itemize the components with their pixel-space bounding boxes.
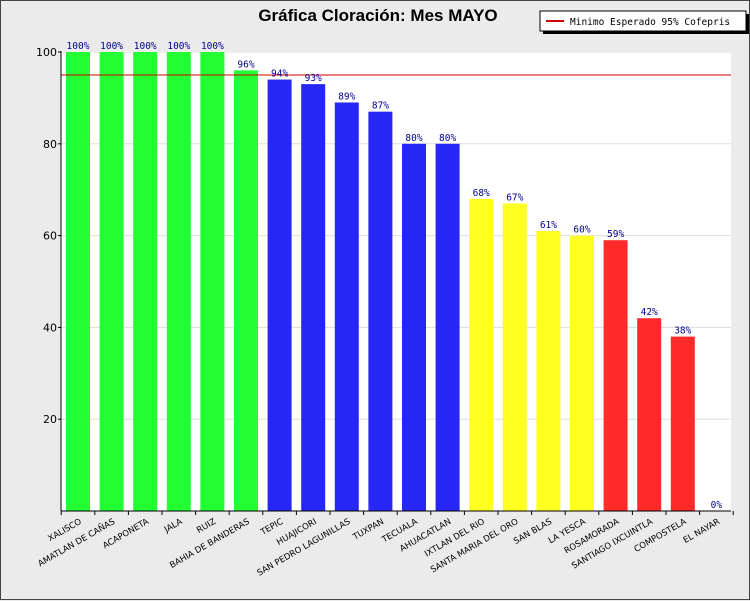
bar [603, 240, 628, 511]
category-label: JALA [162, 517, 184, 536]
chart-title: Gráfica Cloración: Mes MAYO [258, 6, 497, 25]
bar [670, 336, 695, 511]
data-label: 68% [473, 188, 490, 199]
bar [267, 79, 292, 511]
bar [570, 235, 594, 511]
data-label: 89% [338, 91, 355, 102]
data-label: 67% [506, 192, 523, 203]
data-label: 100% [201, 41, 224, 52]
y-tick-label: 100 [36, 46, 57, 59]
data-label: 100% [100, 41, 123, 52]
data-label: 100% [67, 41, 90, 52]
data-label: 80% [439, 133, 456, 144]
axes [58, 51, 734, 515]
category-label: EL NAYAR [682, 517, 722, 546]
bar [402, 143, 426, 512]
bar [502, 203, 527, 511]
y-tick-label: 80 [43, 138, 57, 151]
data-label: 61% [540, 220, 557, 231]
y-tick-label: 60 [43, 230, 57, 243]
data-labels: 100% 100% 100% 100% 100% 96% 94% 93% 89% 87% 80% 80… [67, 41, 723, 511]
bar [637, 318, 662, 511]
bar [66, 52, 90, 511]
legend: Minimo Esperado 95% Cofepris [539, 10, 749, 34]
data-label: 94% [271, 69, 288, 80]
legend-box [539, 10, 747, 32]
data-label: 93% [305, 73, 322, 84]
bar [99, 52, 124, 511]
legend-label: Minimo Esperado 95% Cofepris [570, 17, 730, 28]
data-label: 87% [372, 101, 389, 112]
bar [234, 70, 258, 512]
data-label: 60% [573, 225, 590, 236]
plot-area [61, 51, 731, 511]
data-label: 96% [237, 59, 254, 70]
bar [536, 231, 561, 511]
bar [368, 111, 393, 512]
bar [166, 52, 191, 511]
data-label: 42% [641, 307, 658, 318]
bar [200, 52, 225, 511]
data-label: 38% [674, 326, 691, 337]
data-label: 0% [711, 500, 723, 511]
y-tick-label: 20 [43, 413, 57, 426]
y-axis-tick-labels: 20 40 60 80 100 [36, 46, 57, 426]
y-tick-label: 40 [43, 321, 57, 334]
bar [301, 84, 326, 511]
bars [66, 52, 695, 512]
bar [133, 52, 158, 511]
data-label: 100% [134, 41, 157, 52]
data-label: 59% [607, 229, 624, 240]
bar [334, 102, 359, 512]
category-label: TUXPAN [351, 517, 386, 543]
category-label: RUIZ [195, 517, 218, 536]
data-label: 100% [167, 41, 190, 52]
bar [435, 143, 460, 512]
data-label: 80% [405, 133, 422, 144]
bar [469, 198, 494, 511]
category-label: SAN BLAS [512, 517, 554, 547]
